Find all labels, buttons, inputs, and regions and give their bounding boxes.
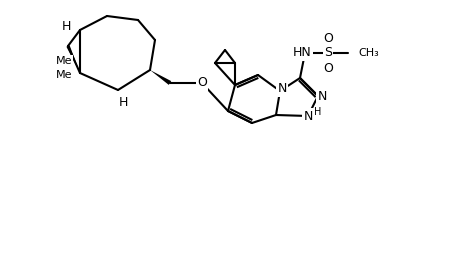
Text: O: O	[197, 76, 207, 90]
Text: HN: HN	[292, 47, 311, 59]
Text: CH₃: CH₃	[358, 48, 379, 58]
Text: H: H	[314, 107, 322, 117]
Text: H: H	[61, 20, 71, 34]
Text: Me: Me	[55, 56, 72, 66]
Text: Me: Me	[55, 70, 72, 80]
Text: N: N	[317, 90, 327, 102]
Text: H: H	[118, 95, 128, 109]
Polygon shape	[67, 45, 80, 73]
Text: N: N	[277, 83, 287, 95]
Polygon shape	[150, 70, 171, 85]
Text: O: O	[323, 32, 333, 44]
Text: N: N	[303, 110, 313, 122]
Text: S: S	[324, 47, 332, 59]
Text: O: O	[323, 61, 333, 75]
